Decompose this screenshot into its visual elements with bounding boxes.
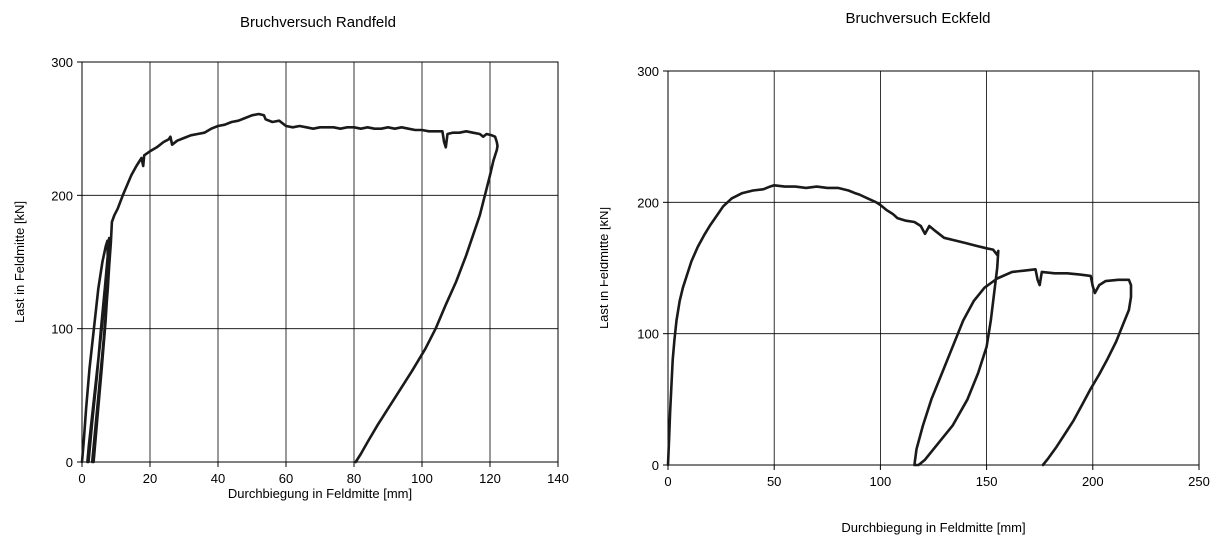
- x-tick-label: 200: [1082, 474, 1104, 489]
- y-tick-label: 0: [652, 458, 659, 473]
- x-tick-label: 0: [664, 474, 671, 489]
- x-tick-label: 20: [143, 471, 157, 486]
- y-axis-label: Last in Feldmitte [kN]: [12, 201, 27, 323]
- plot-area: [667, 70, 1200, 466]
- y-tick-label: 0: [66, 455, 73, 470]
- chart-title: Bruchversuch Randfeld: [240, 14, 396, 31]
- x-tick-label: 100: [870, 474, 892, 489]
- x-tick-label: 0: [78, 471, 85, 486]
- x-tick-label: 140: [547, 471, 569, 486]
- x-tick-label: 50: [767, 474, 781, 489]
- load-deflection-curve: [80, 112, 499, 464]
- y-tick-label: 200: [637, 195, 659, 210]
- x-tick-label: 120: [479, 471, 501, 486]
- chart-randfeld: Bruchversuch Randfeld 0 20 40 60 80 100 120 140 0…: [0, 0, 600, 541]
- y-tick-label: 300: [51, 55, 73, 70]
- x-tick-label: 250: [1188, 474, 1210, 489]
- x-tick-label: 150: [976, 474, 998, 489]
- load-deflection-curve: [666, 184, 1133, 467]
- y-tick-label: 100: [637, 327, 659, 342]
- plot-area: [81, 61, 559, 463]
- y-tick-label: 100: [51, 322, 73, 337]
- y-tick-label: 300: [637, 64, 659, 79]
- x-axis-label: Durchbiegung in Feldmitte [mm]: [841, 520, 1025, 535]
- x-axis-label: Durchbiegung in Feldmitte [mm]: [228, 486, 412, 501]
- chart-eckfeld-svg: Bruchversuch Eckfeld 0 50 100 150 200 250 0 100 2…: [600, 10, 1210, 535]
- x-tick-label: 80: [347, 471, 361, 486]
- y-tick-label: 200: [51, 188, 73, 203]
- chart-eckfeld: Bruchversuch Eckfeld 0 50 100 150 200 250 0 100 2…: [600, 0, 1221, 541]
- x-tick-label: 40: [211, 471, 225, 486]
- x-tick-label: 60: [279, 471, 293, 486]
- chart-randfeld-svg: Bruchversuch Randfeld 0 20 40 60 80 100 120 140 0…: [12, 14, 569, 501]
- chart-title: Bruchversuch Eckfeld: [845, 10, 990, 27]
- x-tick-label: 100: [411, 471, 433, 486]
- y-axis-label: Last in Feldmitte [kN]: [600, 207, 611, 329]
